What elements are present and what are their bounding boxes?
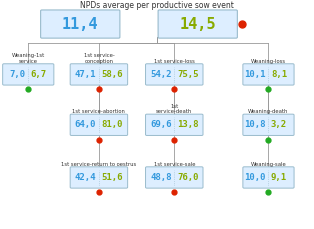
FancyBboxPatch shape: [146, 114, 203, 135]
FancyBboxPatch shape: [70, 64, 127, 85]
Text: 1st service-sale: 1st service-sale: [154, 162, 195, 167]
FancyBboxPatch shape: [3, 64, 54, 85]
FancyBboxPatch shape: [243, 64, 294, 85]
Text: 13,8: 13,8: [177, 120, 198, 129]
Text: 47,1: 47,1: [75, 70, 96, 79]
Text: 1st service-loss: 1st service-loss: [154, 59, 195, 63]
Text: Weaning-loss: Weaning-loss: [251, 59, 286, 63]
Text: 10,0: 10,0: [245, 173, 266, 182]
Text: 10,1: 10,1: [245, 70, 266, 79]
Text: 1st service-return to oestrus: 1st service-return to oestrus: [61, 162, 137, 167]
FancyBboxPatch shape: [70, 114, 127, 135]
FancyBboxPatch shape: [158, 10, 237, 38]
Text: 48,8: 48,8: [150, 173, 171, 182]
Text: 81,0: 81,0: [102, 120, 123, 129]
Text: 9,1: 9,1: [271, 173, 287, 182]
Text: 3,2: 3,2: [271, 120, 287, 129]
Text: 14,5: 14,5: [180, 16, 216, 32]
Text: Weaning-sale: Weaning-sale: [251, 162, 286, 167]
Text: 1st service-abortion: 1st service-abortion: [73, 109, 125, 114]
FancyBboxPatch shape: [146, 167, 203, 188]
FancyBboxPatch shape: [243, 114, 294, 135]
FancyBboxPatch shape: [70, 167, 127, 188]
Text: 1st service-
conception: 1st service- conception: [84, 53, 114, 63]
FancyBboxPatch shape: [243, 167, 294, 188]
Text: NPDs average per productive sow event: NPDs average per productive sow event: [80, 1, 234, 10]
Text: 11,4: 11,4: [62, 16, 99, 32]
Text: 58,6: 58,6: [102, 70, 123, 79]
Text: 76,0: 76,0: [177, 173, 198, 182]
Text: 54,2: 54,2: [150, 70, 171, 79]
Text: 51,6: 51,6: [102, 173, 123, 182]
Text: 1st
service-death: 1st service-death: [156, 104, 192, 114]
Text: 75,5: 75,5: [177, 70, 198, 79]
Text: Weaning-death: Weaning-death: [248, 109, 289, 114]
Text: 7,0: 7,0: [10, 70, 26, 79]
Text: Weaning-1st
service: Weaning-1st service: [12, 53, 45, 63]
Text: 6,7: 6,7: [31, 70, 47, 79]
Text: 10,8: 10,8: [245, 120, 266, 129]
Text: 42,4: 42,4: [75, 173, 96, 182]
FancyBboxPatch shape: [146, 64, 203, 85]
FancyBboxPatch shape: [41, 10, 120, 38]
Text: 64,0: 64,0: [75, 120, 96, 129]
Text: 69,6: 69,6: [150, 120, 171, 129]
Text: 8,1: 8,1: [271, 70, 287, 79]
